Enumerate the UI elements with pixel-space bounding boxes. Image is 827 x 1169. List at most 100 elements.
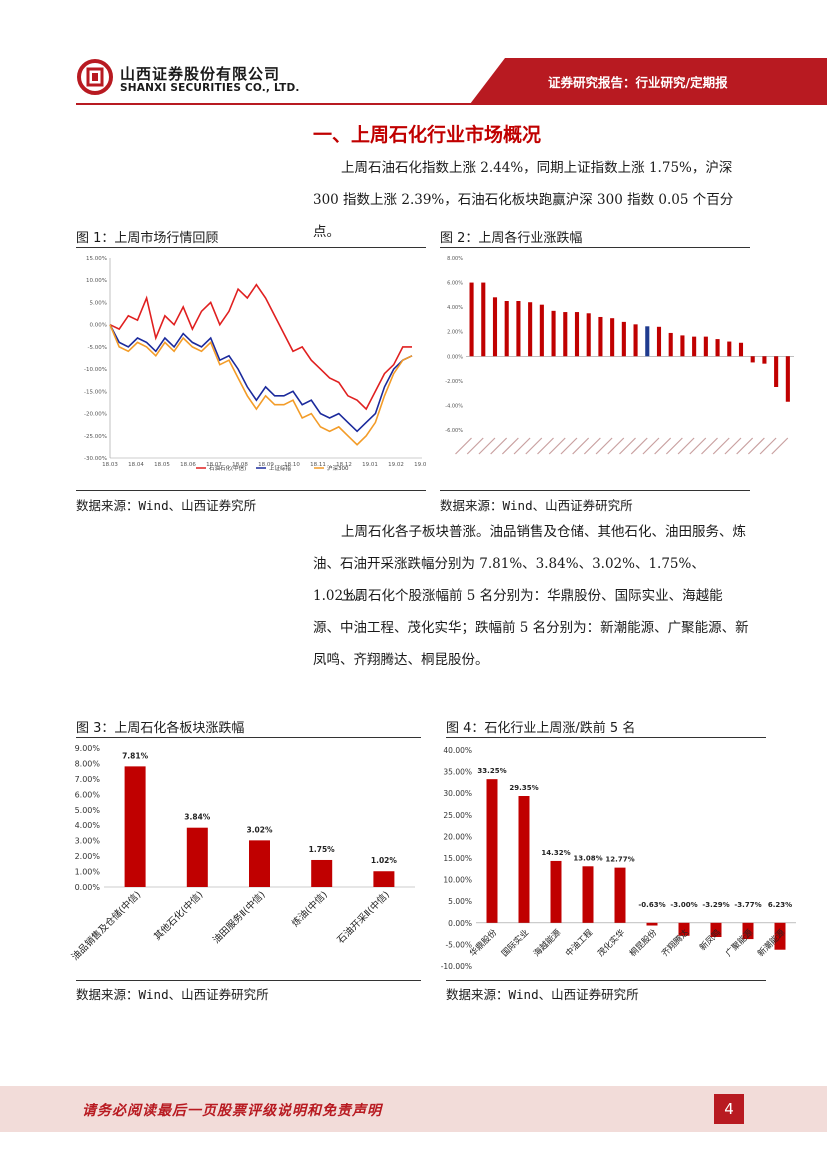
sector-category-label: 其他石化(中信) [151, 889, 205, 943]
x-tick-label: 18.08 [232, 462, 248, 468]
x-tick-label: 18.10 [284, 462, 300, 468]
industry-label-mark [677, 437, 695, 455]
bar-data-label: 3.84% [184, 813, 211, 822]
figure-3-bottom-rule [76, 980, 421, 981]
y-tick-label: -10.00% [441, 962, 472, 971]
y-tick-label: 6.00% [447, 281, 463, 287]
industry-bar [481, 282, 486, 357]
market-line-chart: 15.00% 10.00% 5.00% 0.00% -5.00% -10.00% -15.0… [84, 256, 426, 472]
y-tick-label: 15.00% [86, 256, 107, 262]
bar-data-label: 1.75% [309, 845, 336, 854]
header-divider [76, 103, 827, 105]
industry-bar [504, 301, 509, 357]
industry-bar [668, 332, 673, 357]
x-tick-label: 18.09 [258, 462, 274, 468]
y-tick-label: 6.00% [75, 790, 101, 799]
y-tick-label: 30.00% [443, 789, 472, 798]
series-line [109, 283, 412, 411]
industry-label-mark [572, 437, 590, 455]
y-tick-label: 35.00% [443, 768, 472, 777]
industry-bar [528, 302, 533, 357]
company-logo-icon [77, 59, 113, 95]
footer-band [0, 1086, 827, 1132]
y-tick-label: 2.00% [447, 330, 463, 336]
sector-bar [249, 840, 270, 887]
industry-label-mark [712, 437, 730, 455]
industry-bar [750, 356, 755, 363]
sector-category-label: 油品销售及仓储(中信) [70, 889, 143, 963]
stock-category-label: 中油工程 [563, 927, 595, 959]
stock-category-label: 华鼎股份 [467, 927, 499, 959]
company-name-en: SHANXI SECURITIES CO., LTD. [120, 82, 300, 94]
y-tick-label: 9.00% [75, 744, 101, 753]
x-tick-label: 18.03 [102, 462, 118, 468]
industry-label-mark [689, 437, 707, 455]
industry-bar [621, 321, 626, 357]
sector-bar [373, 871, 395, 887]
y-tick-label: -5.00% [88, 345, 107, 351]
industry-label-mark [583, 437, 601, 455]
y-tick-label: -20.00% [84, 412, 107, 418]
y-tick-label: 4.00% [447, 305, 463, 311]
bar-data-label: -3.77% [734, 901, 761, 909]
bar-data-label: 6.23% [768, 901, 792, 909]
figure-2-caption: 图 2：上周各行业涨跌幅 [440, 231, 583, 246]
stock-bar [614, 867, 626, 923]
figure-2-bottom-rule [440, 490, 750, 491]
y-tick-label: 25.00% [443, 811, 472, 820]
stock-bar [742, 922, 754, 940]
y-tick-label: 40.00% [443, 746, 472, 755]
page-number: 4 [714, 1094, 744, 1124]
industry-bar [539, 304, 544, 357]
x-tick-label: 18.07 [206, 462, 222, 468]
industry-bar [551, 310, 556, 357]
industry-label-mark [771, 437, 789, 455]
y-tick-label: 8.00% [447, 256, 463, 262]
sector-category-label: 炼油(中信) [289, 889, 330, 930]
y-tick-label: 3.00% [75, 837, 101, 846]
y-tick-label: 0.00% [90, 323, 107, 329]
industry-bar [516, 301, 521, 357]
series-line [109, 324, 413, 433]
x-tick-label: 19.02 [388, 462, 404, 468]
sector-bar [186, 827, 208, 887]
bar-data-label: 3.02% [246, 825, 273, 834]
header-band [470, 58, 827, 104]
industry-label-mark [747, 437, 765, 455]
y-tick-label: -25.00% [84, 434, 107, 440]
industry-bar [715, 339, 720, 357]
sector-category-label: 油田服务Ⅱ(中信) [210, 889, 267, 946]
bar-data-label: -3.00% [670, 901, 697, 909]
industry-bar [586, 313, 591, 357]
industry-bar [610, 318, 615, 357]
industry-label-mark [736, 437, 754, 455]
x-tick-label: 19.01 [362, 462, 378, 468]
x-tick-label: 19.03 [414, 462, 426, 468]
bar-data-label: 14.32% [541, 849, 570, 857]
y-tick-label: -10.00% [84, 367, 107, 373]
y-tick-label: 4.00% [75, 821, 101, 830]
industry-bar [692, 336, 697, 357]
industry-label-mark [455, 437, 472, 455]
x-tick-label: 18.06 [180, 462, 196, 468]
figure-2-source: 数据来源：Wind、山西证券研究所 [440, 498, 633, 513]
figure-3-source: 数据来源：Wind、山西证券研究所 [76, 987, 269, 1002]
bar-data-label: -0.63% [638, 901, 665, 909]
figure-4-source: 数据来源：Wind、山西证券研究所 [446, 987, 639, 1002]
industry-label-mark [548, 437, 566, 455]
bar-data-label: 1.02% [371, 856, 398, 865]
industry-label-mark [607, 437, 625, 455]
y-tick-label: 15.00% [443, 854, 472, 863]
stock-bar [710, 922, 722, 938]
y-tick-label: -4.00% [445, 403, 463, 409]
y-tick-label: -2.00% [445, 379, 463, 385]
sector-summary-paragraph: 上周石化各子板块普涨。油品销售及仓储、其他石化、油田服务、炼油、石油开采涨跌幅分… [313, 524, 746, 604]
legend-label: 上证综指 [269, 464, 292, 472]
sector-bar [311, 859, 333, 887]
report-type-tag: 证券研究报告：行业研究/定期报 [548, 75, 728, 90]
y-tick-label: 0.00% [75, 883, 101, 892]
y-tick-label: 0.00% [448, 919, 472, 928]
figure-3-top-rule [76, 737, 421, 738]
industry-label-mark [619, 437, 636, 455]
sector-category-label: 石油开采Ⅱ(中信) [335, 889, 392, 946]
